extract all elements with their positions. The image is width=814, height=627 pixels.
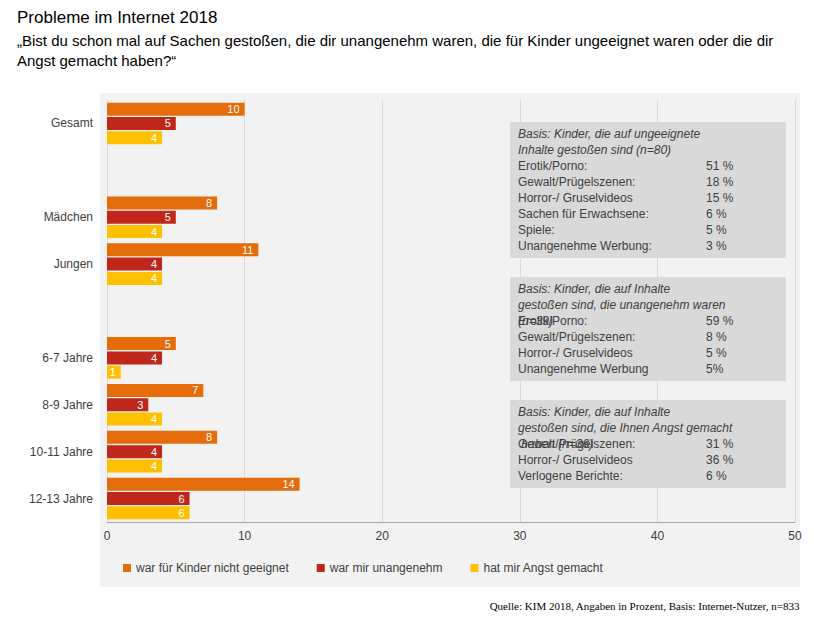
svg-text:Basis: Kinder, die auf Inhalte: Basis: Kinder, die auf Inhalte	[518, 282, 673, 296]
svg-text:hat mir Angst gemacht: hat mir Angst gemacht	[483, 561, 603, 575]
svg-text:30: 30	[513, 529, 527, 543]
svg-text:4: 4	[151, 132, 157, 144]
svg-text:Quelle: KIM 2018, Angaben in P: Quelle: KIM 2018, Angaben in Prozent, Ba…	[490, 600, 800, 612]
svg-text:Unangenehme Werbung: Unangenehme Werbung	[518, 362, 649, 376]
svg-text:war für Kinder nicht geeignet: war für Kinder nicht geeignet	[135, 561, 289, 575]
svg-text:Angst gemacht haben?“: Angst gemacht haben?“	[17, 52, 176, 69]
svg-text:5%: 5%	[706, 362, 724, 376]
svg-text:20: 20	[376, 529, 390, 543]
svg-text:15 %: 15 %	[706, 191, 734, 205]
svg-text:Sachen für Erwachsene:: Sachen für Erwachsene:	[518, 207, 649, 221]
svg-text:36 %: 36 %	[706, 453, 734, 467]
svg-text:Horror-/ Gruselvideos: Horror-/ Gruselvideos	[518, 346, 633, 360]
svg-text:14: 14	[282, 478, 294, 490]
svg-text:3 %: 3 %	[706, 239, 727, 253]
svg-text:Erotik/Porno:: Erotik/Porno:	[518, 159, 587, 173]
svg-text:„Bist du schon mal auf Sachen: „Bist du schon mal auf Sachen gestoßen, …	[17, 32, 777, 49]
svg-text:6: 6	[178, 493, 184, 505]
svg-text:18 %: 18 %	[706, 175, 734, 189]
svg-text:5: 5	[165, 338, 171, 350]
svg-text:Unangenehme Werbung:: Unangenehme Werbung:	[518, 239, 652, 253]
svg-text:Spiele:: Spiele:	[518, 223, 555, 237]
svg-text:4: 4	[151, 446, 157, 458]
svg-text:10: 10	[227, 103, 239, 115]
svg-text:gestoßen sind, die Ihnen Angst: gestoßen sind, die Ihnen Angst gemacht	[518, 421, 733, 435]
svg-text:1: 1	[110, 366, 116, 378]
svg-text:5: 5	[165, 211, 171, 223]
svg-text:6: 6	[178, 507, 184, 519]
svg-text:Horror-/ Gruselvideos: Horror-/ Gruselvideos	[518, 453, 633, 467]
svg-text:Gewalt/Prügelszenen:: Gewalt/Prügelszenen:	[518, 175, 635, 189]
svg-text:7: 7	[192, 384, 198, 396]
svg-text:Basis: Kinder, die auf Inhalte: Basis: Kinder, die auf Inhalte	[518, 405, 673, 419]
svg-text:4: 4	[151, 460, 157, 472]
svg-text:Mädchen: Mädchen	[44, 210, 93, 224]
svg-text:50: 50	[788, 529, 802, 543]
svg-text:Basis: Kinder, die auf ungeeig: Basis: Kinder, die auf ungeeignete	[518, 127, 703, 141]
svg-text:10: 10	[238, 529, 252, 543]
svg-text:6-7 Jahre: 6-7 Jahre	[42, 351, 93, 365]
svg-text:6 %: 6 %	[706, 469, 727, 483]
svg-text:gestoßen sind, die unangenehm: gestoßen sind, die unangenehm waren	[518, 298, 729, 312]
svg-text:Verlogene Berichte:: Verlogene Berichte:	[518, 469, 623, 483]
svg-text:Erotik/Porno:: Erotik/Porno:	[518, 314, 587, 328]
svg-text:5: 5	[165, 117, 171, 129]
svg-text:11: 11	[242, 244, 253, 256]
svg-text:10-11 Jahre: 10-11 Jahre	[30, 445, 93, 459]
svg-text:4: 4	[151, 272, 157, 284]
svg-text:0: 0	[104, 529, 111, 543]
svg-text:3: 3	[137, 399, 143, 411]
svg-text:4: 4	[151, 258, 157, 270]
svg-text:59 %: 59 %	[706, 314, 734, 328]
svg-text:Jungen: Jungen	[54, 257, 93, 271]
svg-text:12-13 Jahre: 12-13 Jahre	[29, 492, 93, 506]
svg-text:6 %: 6 %	[706, 207, 727, 221]
svg-text:8 %: 8 %	[706, 330, 727, 344]
svg-text:40: 40	[651, 529, 665, 543]
svg-text:4: 4	[151, 226, 157, 238]
svg-text:8: 8	[206, 197, 212, 209]
svg-text:5 %: 5 %	[706, 346, 727, 360]
svg-text:Gewalt/Prügelszenen:: Gewalt/Prügelszenen:	[518, 330, 635, 344]
svg-text:4: 4	[151, 352, 157, 364]
svg-text:51 %: 51 %	[706, 159, 734, 173]
svg-text:8-9 Jahre: 8-9 Jahre	[42, 398, 93, 412]
svg-text:8: 8	[206, 431, 212, 443]
svg-text:5 %: 5 %	[706, 223, 727, 237]
svg-text:war mir unangenehm: war mir unangenehm	[329, 561, 443, 575]
svg-text:Gesamt: Gesamt	[51, 116, 94, 130]
svg-text:Probleme im Internet 2018: Probleme im Internet 2018	[17, 8, 217, 27]
svg-text:31 %: 31 %	[706, 437, 734, 451]
svg-text:Inhalte gestoßen sind (n=80): Inhalte gestoßen sind (n=80)	[518, 143, 671, 157]
svg-text:Horror-/ Gruselvideos: Horror-/ Gruselvideos	[518, 191, 633, 205]
svg-text:4: 4	[151, 413, 157, 425]
svg-text:Gewalt/Prügelszenen:: Gewalt/Prügelszenen:	[518, 437, 635, 451]
